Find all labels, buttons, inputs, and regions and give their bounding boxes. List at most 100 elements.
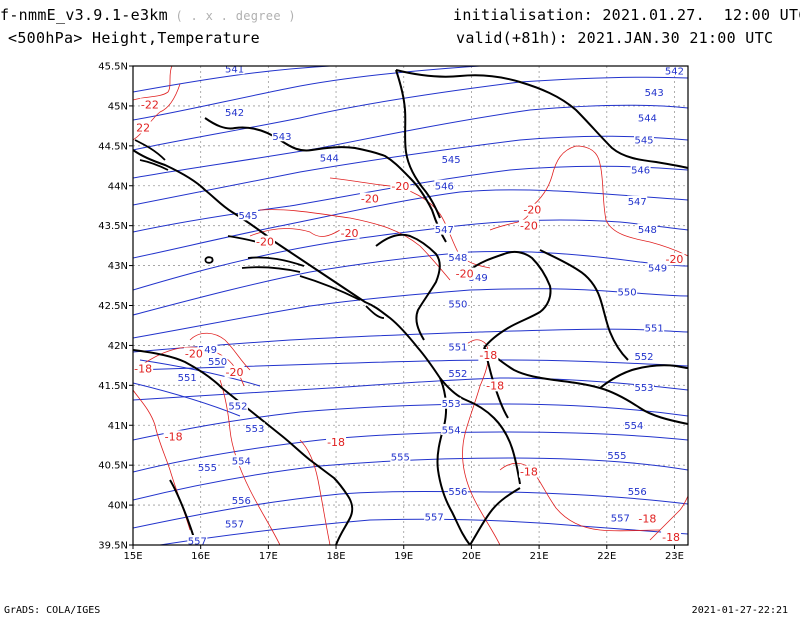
height-label: 549	[469, 273, 488, 284]
temp-label-bg	[454, 267, 475, 280]
temperature-label: -22	[141, 98, 159, 111]
height-label: 553	[634, 383, 653, 394]
height-label: 551	[645, 323, 664, 334]
height-label-bg	[630, 163, 651, 175]
height-label-bg	[617, 285, 638, 297]
height-label-bg	[627, 195, 648, 207]
lat-tick-label: 45N	[108, 101, 128, 112]
temp-label-bg	[661, 531, 682, 544]
height-label-bg	[634, 381, 655, 393]
island	[134, 139, 166, 161]
lat-tick-label: 41.5N	[98, 381, 128, 392]
height-label: 557	[611, 513, 630, 524]
map-title-line-2: <500hPa> Height,Temperature	[8, 29, 260, 47]
height-contour	[133, 104, 688, 179]
temperature-label: -18	[486, 379, 504, 392]
height-label: 555	[607, 451, 626, 462]
height-contour	[133, 431, 688, 473]
height-label: 551	[178, 373, 197, 384]
coastline-borders	[133, 69, 688, 545]
temperature-label: -18	[662, 531, 680, 544]
height-label-bg	[231, 494, 252, 506]
temperature-contour	[529, 145, 688, 257]
height-label-bg	[610, 511, 631, 523]
height-label: 554	[442, 426, 461, 437]
height-label: 542	[665, 66, 684, 77]
lat-tick-label: 39.5N	[98, 541, 128, 552]
height-label-bg	[231, 455, 252, 467]
temperature-label: -18	[520, 466, 538, 479]
coastline-italy-east	[133, 349, 354, 545]
coastline-italy-south	[169, 479, 197, 545]
height-label-bg	[271, 130, 292, 142]
height-label-bg	[441, 397, 462, 409]
valid-line: valid(+81h): 2021.JAN.30 21:00 UTC	[456, 29, 773, 47]
height-label: 543	[272, 132, 291, 143]
height-label-bg	[197, 343, 218, 355]
field-name: Height,Temperature	[92, 29, 260, 47]
island	[204, 256, 214, 264]
temperature-label: -20	[185, 347, 203, 360]
border-kosovo	[469, 250, 552, 349]
island	[241, 266, 301, 273]
temp-label-bg	[359, 192, 380, 205]
height-label-bg	[447, 341, 468, 353]
height-label: 545	[239, 211, 258, 222]
height-label: 543	[645, 88, 664, 99]
height-label: 550	[208, 357, 227, 368]
height-label: 554	[232, 457, 251, 468]
height-contour	[133, 66, 331, 93]
border-montenegro	[375, 233, 441, 341]
temperature-contour	[299, 439, 331, 545]
height-contour	[133, 382, 241, 417]
coastline-greece-west	[469, 487, 521, 545]
border-macedonia-greece	[483, 347, 688, 425]
init-time: 12:00 UTC	[723, 6, 800, 24]
height-label-bg	[623, 419, 644, 431]
height-contour	[133, 457, 688, 501]
valid-label: valid(+81h):	[456, 29, 568, 47]
height-label-bg	[447, 297, 468, 309]
height-label-bg	[390, 451, 411, 463]
latitude-ticks: 39.5N 40N 40.5N 41N 41.5N 42N 42.5N 43N 43.5N 44N…	[98, 62, 133, 552]
temp-label-bg	[485, 379, 506, 392]
height-label: 550	[448, 299, 467, 310]
height-label: 541	[225, 65, 244, 76]
temperature-label: -20	[361, 193, 379, 206]
lon-tick-label: 18E	[327, 551, 346, 562]
temp-label-bg	[254, 235, 275, 248]
height-label: 555	[198, 463, 217, 474]
height-label: 552	[634, 352, 653, 363]
height-label: 556	[232, 496, 251, 507]
height-label: 557	[225, 520, 244, 531]
init-date: 2021.01.27.	[602, 6, 705, 24]
border-bulgaria-greece	[599, 364, 688, 389]
unit-label: ( . x . degree )	[175, 9, 296, 23]
temperature-contour	[249, 228, 341, 237]
height-contour	[133, 403, 688, 441]
lon-tick-label: 16E	[191, 551, 210, 562]
height-label: 556	[628, 487, 647, 498]
temperature-label: -20	[456, 268, 474, 281]
footer-left: GrADS: COLA/IGES	[4, 605, 101, 616]
height-label: 542	[225, 108, 244, 119]
longitude-ticks: 15E 16E 17E 18E 19E 20E 21E 22E 23E	[123, 545, 684, 562]
temperature-contour	[133, 66, 173, 101]
height-label: 554	[624, 421, 643, 432]
lat-tick-label: 44N	[108, 181, 128, 192]
footer-right: 2021-01-27-22:21	[691, 605, 788, 616]
temperature-label: 22	[136, 121, 150, 134]
height-label: 544	[638, 113, 657, 124]
height-label-bg	[606, 449, 627, 461]
height-label: 548	[448, 253, 467, 264]
height-label: 547	[435, 225, 454, 236]
lat-tick-label: 42.5N	[98, 301, 128, 312]
temp-label-bg	[518, 465, 539, 478]
temperature-contour	[329, 177, 491, 269]
height-label: 552	[448, 369, 467, 380]
height-label-bg	[441, 153, 462, 165]
lat-tick-label: 41N	[108, 421, 128, 432]
temp-label-bg	[224, 365, 245, 378]
